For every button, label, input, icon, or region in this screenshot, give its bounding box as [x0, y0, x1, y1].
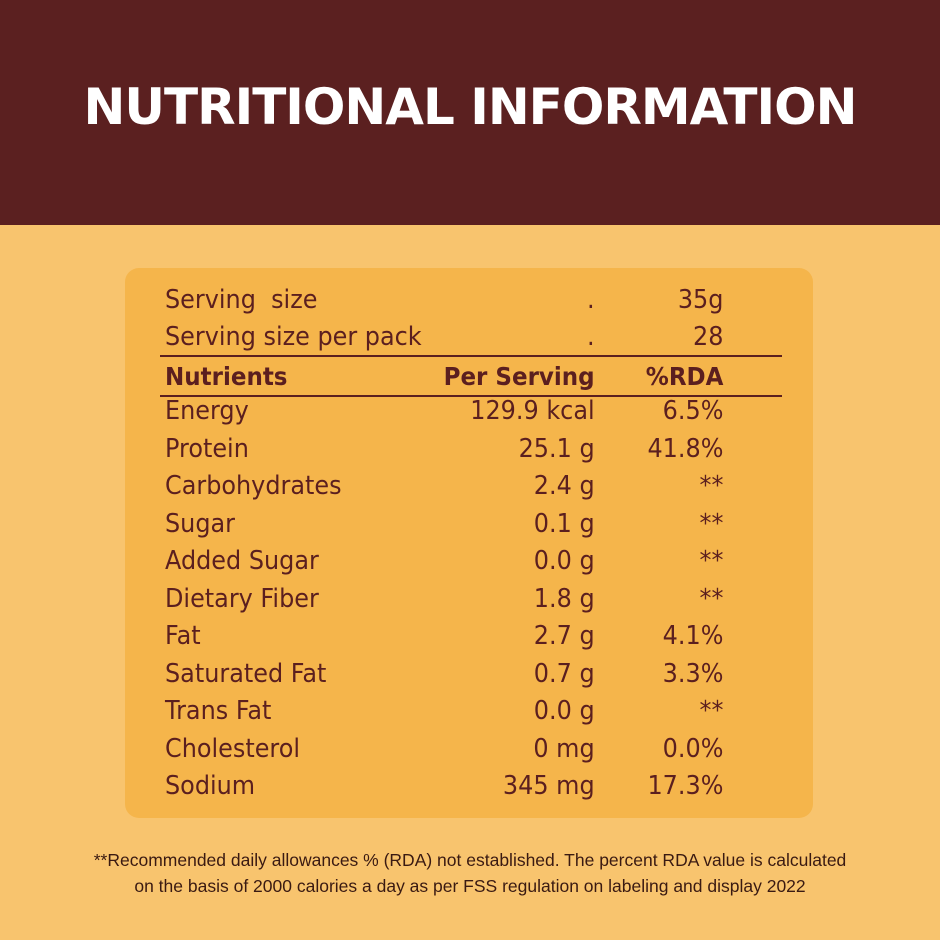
cell: Sugar [165, 508, 236, 539]
cell: Sodium [165, 771, 256, 801]
cell: 0.7 g [533, 658, 595, 689]
table-row: Protein 25.1 g 41.8% [165, 431, 723, 468]
cell: 28 [692, 322, 724, 352]
cell: 1.8 g [533, 583, 595, 614]
table-row: Serving size per pack. 28 [165, 319, 723, 356]
rule [160, 395, 782, 397]
cell: 0.0 g [533, 546, 595, 576]
footnote-line: **Recommended daily allowances % (RDA) n… [93, 850, 847, 870]
cell: 0.0% [662, 733, 724, 764]
cell: Nutrients [165, 362, 288, 391]
cell: 0.0 g [533, 696, 595, 726]
cell: 0 mg [533, 733, 595, 764]
cell: 6.5% [662, 396, 724, 426]
table-row: Trans Fat 0.0 g ** [165, 693, 723, 730]
cell: 17.3% [647, 771, 724, 801]
cell: Serving size [165, 285, 318, 315]
table-row: Fat 2.7 g 4.1% [165, 618, 723, 655]
cell: 3.3% [662, 658, 724, 689]
table-panel [125, 268, 813, 818]
cell: ** [699, 508, 724, 539]
cell: Saturated Fat [165, 658, 327, 689]
cell: . [587, 322, 595, 352]
cell: Energy [165, 396, 249, 426]
cell: Dietary Fiber [165, 583, 319, 614]
table-row: Dietary Fiber 1.8 g ** [165, 581, 723, 618]
cell: %RDA [645, 362, 724, 391]
table-row: Energy 129.9 kcal 6.5% [165, 393, 723, 430]
cell: Serving size per pack [165, 322, 422, 352]
cell: 41.8% [647, 433, 724, 464]
cell: ** [699, 583, 724, 614]
table-row: Nutrients Per Serving %RDA [165, 358, 723, 395]
cell: 345 mg [502, 771, 595, 801]
cell: ** [699, 471, 724, 501]
cell: . [587, 285, 595, 315]
footnote-line: on the basis of 2000 calories a day as p… [134, 876, 806, 896]
cell: 0.1 g [533, 508, 595, 539]
table-row: Sugar 0.1 g ** [165, 506, 723, 543]
cell: 2.4 g [533, 471, 595, 501]
cell: ** [699, 546, 724, 576]
table-row: Carbohydrates 2.4 g ** [165, 468, 723, 505]
header-band: NUTRITIONAL INFORMATION [0, 0, 940, 225]
table-row: Cholesterol 0 mg 0.0% [165, 731, 723, 768]
table-row: Serving size. 35g [165, 282, 723, 319]
title: NUTRITIONAL INFORMATION [83, 78, 858, 136]
table-row: Sodium 345 mg 17.3% [165, 768, 723, 805]
cell: 25.1 g [518, 433, 595, 464]
cell: Added Sugar [165, 546, 319, 576]
cell: Cholesterol [165, 733, 301, 764]
cell: Per Serving [443, 362, 595, 391]
cell: Protein [165, 433, 249, 464]
cell: Carbohydrates [165, 471, 342, 501]
table-row: Saturated Fat 0.7 g 3.3% [165, 656, 723, 693]
cell: 35g [677, 285, 724, 315]
cell: 4.1% [662, 621, 724, 651]
cell: ** [699, 696, 724, 726]
table-row: Added Sugar 0.0 g ** [165, 543, 723, 580]
cell: Fat [165, 621, 201, 651]
rule [160, 355, 782, 357]
cell: 129.9 kcal [470, 396, 595, 426]
cell: 2.7 g [533, 621, 595, 651]
cell: Trans Fat [165, 696, 272, 726]
